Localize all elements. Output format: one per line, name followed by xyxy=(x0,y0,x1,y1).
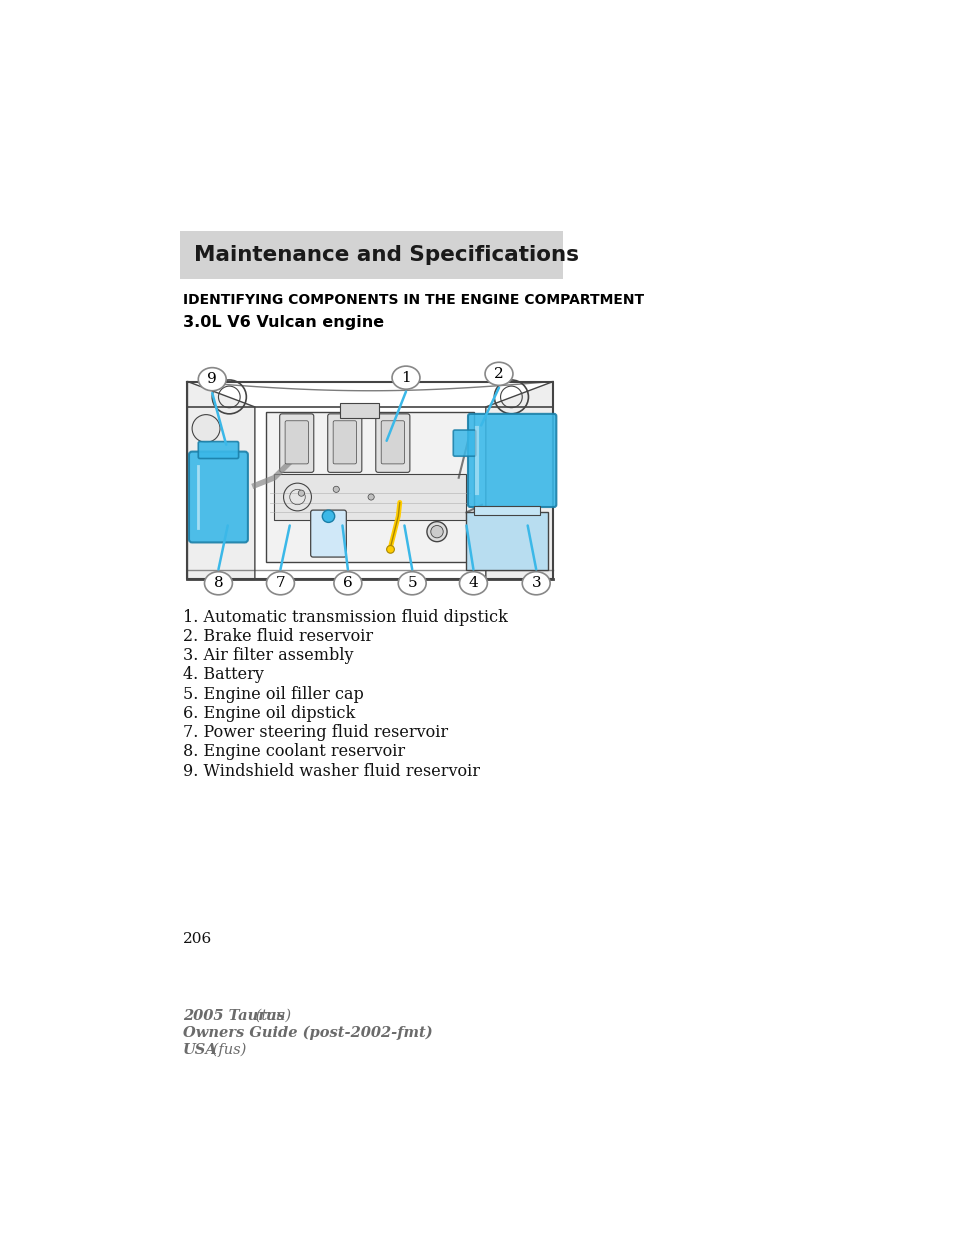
Bar xyxy=(266,412,474,562)
Text: 4. Battery: 4. Battery xyxy=(183,667,263,683)
Bar xyxy=(474,506,539,515)
Text: 3.0L V6 Vulcan engine: 3.0L V6 Vulcan engine xyxy=(183,315,383,330)
FancyBboxPatch shape xyxy=(381,421,404,464)
Polygon shape xyxy=(485,382,553,579)
Text: USA: USA xyxy=(183,1042,217,1057)
Text: (fus): (fus) xyxy=(208,1042,246,1057)
Ellipse shape xyxy=(204,572,233,595)
Text: Maintenance and Specifications: Maintenance and Specifications xyxy=(193,246,578,266)
Polygon shape xyxy=(187,382,254,579)
Text: IDENTIFYING COMPONENTS IN THE ENGINE COMPARTMENT: IDENTIFYING COMPONENTS IN THE ENGINE COM… xyxy=(183,293,643,308)
Circle shape xyxy=(386,546,394,553)
FancyBboxPatch shape xyxy=(279,414,314,472)
Circle shape xyxy=(192,415,220,442)
FancyBboxPatch shape xyxy=(311,510,346,557)
Text: 9: 9 xyxy=(207,372,217,387)
Ellipse shape xyxy=(484,362,513,385)
Text: 6. Engine oil dipstick: 6. Engine oil dipstick xyxy=(183,705,355,722)
Text: 5. Engine oil filler cap: 5. Engine oil filler cap xyxy=(183,685,363,703)
Text: 7: 7 xyxy=(275,577,285,590)
Text: 8. Engine coolant reservoir: 8. Engine coolant reservoir xyxy=(183,743,404,761)
Text: 6: 6 xyxy=(343,577,353,590)
Ellipse shape xyxy=(521,572,550,595)
FancyBboxPatch shape xyxy=(375,414,410,472)
Text: 2005 Taurus: 2005 Taurus xyxy=(183,1009,284,1023)
Ellipse shape xyxy=(392,366,419,389)
Ellipse shape xyxy=(397,572,426,595)
Circle shape xyxy=(368,494,374,500)
Text: 4: 4 xyxy=(468,577,477,590)
Bar xyxy=(181,362,558,585)
Text: 5: 5 xyxy=(407,577,416,590)
Ellipse shape xyxy=(198,368,226,390)
Text: Owners Guide (post-2002-fmt): Owners Guide (post-2002-fmt) xyxy=(183,1026,432,1040)
FancyBboxPatch shape xyxy=(453,430,476,456)
Bar xyxy=(340,403,378,419)
Ellipse shape xyxy=(334,572,361,595)
Text: 3. Air filter assembly: 3. Air filter assembly xyxy=(183,647,353,664)
Circle shape xyxy=(298,490,304,496)
Text: 3: 3 xyxy=(531,577,540,590)
Text: 9. Windshield washer fluid reservoir: 9. Windshield washer fluid reservoir xyxy=(183,763,479,779)
FancyBboxPatch shape xyxy=(468,414,556,508)
Text: 8: 8 xyxy=(213,577,223,590)
Text: 7. Power steering fluid reservoir: 7. Power steering fluid reservoir xyxy=(183,724,448,741)
Text: 1: 1 xyxy=(400,370,411,384)
Circle shape xyxy=(322,510,335,522)
FancyBboxPatch shape xyxy=(198,442,238,458)
Circle shape xyxy=(333,487,339,493)
Bar xyxy=(274,474,466,520)
Text: 2: 2 xyxy=(494,367,503,380)
Text: 2. Brake fluid reservoir: 2. Brake fluid reservoir xyxy=(183,627,373,645)
Bar xyxy=(179,231,562,279)
Text: 1. Automatic transmission fluid dipstick: 1. Automatic transmission fluid dipstick xyxy=(183,609,507,626)
Ellipse shape xyxy=(266,572,294,595)
FancyBboxPatch shape xyxy=(333,421,356,464)
Text: 206: 206 xyxy=(183,932,212,946)
Circle shape xyxy=(427,521,447,542)
FancyBboxPatch shape xyxy=(285,421,308,464)
FancyBboxPatch shape xyxy=(328,414,361,472)
FancyBboxPatch shape xyxy=(189,452,248,542)
Ellipse shape xyxy=(459,572,487,595)
Bar xyxy=(466,513,547,571)
Circle shape xyxy=(431,526,443,537)
Text: (tau): (tau) xyxy=(251,1009,291,1023)
